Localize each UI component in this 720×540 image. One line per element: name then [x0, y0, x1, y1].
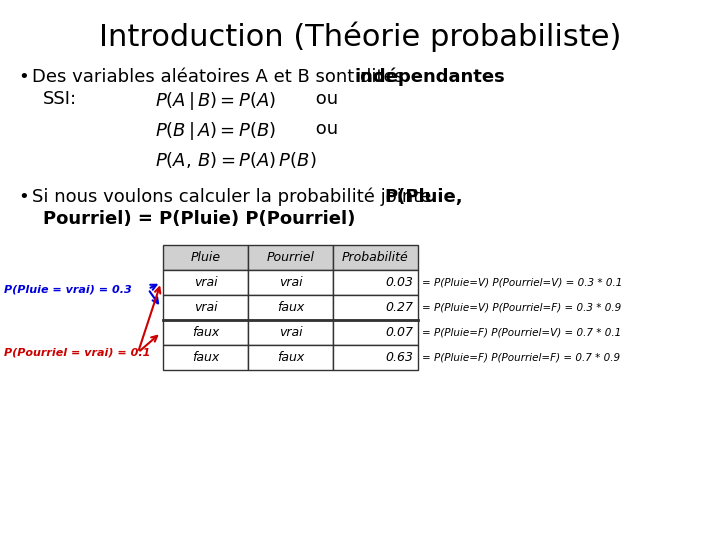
Text: Pourriel: Pourriel: [266, 251, 315, 264]
Bar: [248, 270, 333, 295]
Text: •: •: [18, 188, 29, 206]
Bar: [333, 245, 418, 270]
Text: 0.63: 0.63: [385, 351, 413, 364]
Text: = P(Pluie=F) P(Pourriel=V) = 0.7 * 0.1: = P(Pluie=F) P(Pourriel=V) = 0.7 * 0.1: [422, 327, 621, 338]
Text: vrai: vrai: [194, 276, 217, 289]
Text: $P(A\,|\,B) = P(A)$: $P(A\,|\,B) = P(A)$: [155, 90, 276, 112]
Text: = P(Pluie=F) P(Pourriel=F) = 0.7 * 0.9: = P(Pluie=F) P(Pourriel=F) = 0.7 * 0.9: [422, 353, 620, 362]
Bar: [163, 270, 248, 295]
Bar: [248, 245, 333, 270]
Bar: [248, 320, 333, 345]
Text: vrai: vrai: [279, 276, 302, 289]
Text: Pluie: Pluie: [190, 251, 220, 264]
Text: faux: faux: [277, 301, 304, 314]
Text: Introduction (Théorie probabiliste): Introduction (Théorie probabiliste): [99, 22, 621, 52]
Text: Si nous voulons calculer la probabilité jointe: Si nous voulons calculer la probabilité …: [32, 188, 437, 206]
Text: 0.03: 0.03: [385, 276, 413, 289]
Text: P(Pluie = vrai) = 0.3: P(Pluie = vrai) = 0.3: [4, 284, 132, 294]
Text: faux: faux: [277, 351, 304, 364]
Text: 0.07: 0.07: [385, 326, 413, 339]
Bar: [333, 320, 418, 345]
Bar: [333, 345, 418, 370]
Text: vrai: vrai: [279, 326, 302, 339]
Text: 0.27: 0.27: [385, 301, 413, 314]
Bar: [163, 320, 248, 345]
Text: $P(A,\,B) = P(A)\,P(B)$: $P(A,\,B) = P(A)\,P(B)$: [155, 150, 317, 170]
Text: •: •: [18, 68, 29, 86]
Bar: [333, 295, 418, 320]
Bar: [248, 295, 333, 320]
Text: Probabilité: Probabilité: [342, 251, 409, 264]
Text: indépendantes: indépendantes: [354, 68, 505, 86]
Bar: [163, 295, 248, 320]
Text: = P(Pluie=V) P(Pourriel=V) = 0.3 * 0.1: = P(Pluie=V) P(Pourriel=V) = 0.3 * 0.1: [422, 278, 622, 287]
Bar: [163, 245, 248, 270]
Text: Pourriel) = P(Pluie) P(Pourriel): Pourriel) = P(Pluie) P(Pourriel): [43, 210, 356, 228]
Bar: [163, 345, 248, 370]
Text: P(Pourriel = vrai) = 0.1: P(Pourriel = vrai) = 0.1: [4, 348, 150, 357]
Text: ou: ou: [310, 120, 338, 138]
Bar: [248, 345, 333, 370]
Text: vrai: vrai: [194, 301, 217, 314]
Text: ou: ou: [310, 90, 338, 108]
Bar: [333, 270, 418, 295]
Text: $P(B\,|\,A) = P(B)$: $P(B\,|\,A) = P(B)$: [155, 120, 276, 142]
Text: SSI:: SSI:: [43, 90, 77, 108]
Text: Des variables aléatoires A et B sont dites: Des variables aléatoires A et B sont dit…: [32, 68, 410, 86]
Text: faux: faux: [192, 351, 219, 364]
Text: P(Pluie,: P(Pluie,: [384, 188, 463, 206]
Text: = P(Pluie=V) P(Pourriel=F) = 0.3 * 0.9: = P(Pluie=V) P(Pourriel=F) = 0.3 * 0.9: [422, 302, 621, 313]
Text: faux: faux: [192, 326, 219, 339]
